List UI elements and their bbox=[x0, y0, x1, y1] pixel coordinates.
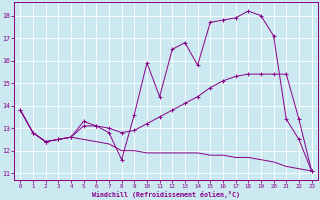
X-axis label: Windchill (Refroidissement éolien,°C): Windchill (Refroidissement éolien,°C) bbox=[92, 191, 240, 198]
